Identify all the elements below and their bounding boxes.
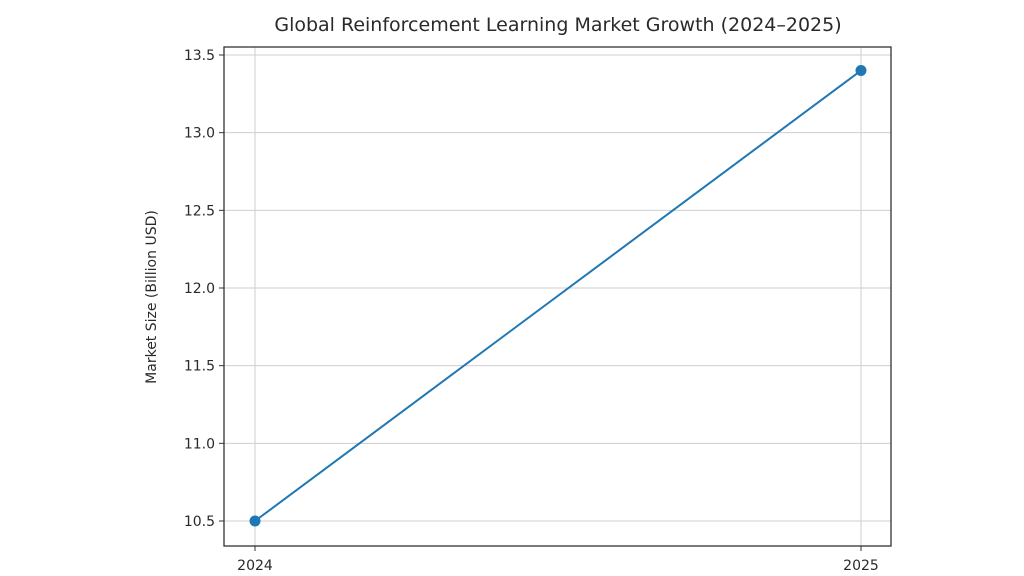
series-line — [254, 69, 862, 522]
data-point-marker[interactable] — [855, 65, 867, 77]
chart-title: Global Reinforcement Learning Market Gro… — [274, 14, 842, 36]
x-axis-ticks: 2024 2025 — [237, 546, 879, 574]
x-tick-label: 2025 — [843, 558, 879, 574]
grid-lines — [224, 47, 891, 546]
data-point-marker[interactable] — [249, 515, 261, 527]
y-tick-label: 10.5 — [184, 514, 215, 530]
data-series — [249, 65, 867, 527]
y-tick-label: 11.0 — [184, 436, 215, 452]
x-tick-label: 2024 — [237, 558, 273, 574]
axes-frame — [223, 46, 892, 547]
y-tick-label: 12.5 — [184, 203, 215, 219]
y-tick-label: 11.5 — [184, 359, 215, 375]
y-tick-label: 12.0 — [184, 281, 215, 297]
y-tick-label: 13.0 — [184, 126, 215, 142]
y-axis-ticks: 10.5 11.0 11.5 12.0 12.5 13.0 13.5 — [184, 48, 224, 530]
y-tick-label: 13.5 — [184, 48, 215, 64]
